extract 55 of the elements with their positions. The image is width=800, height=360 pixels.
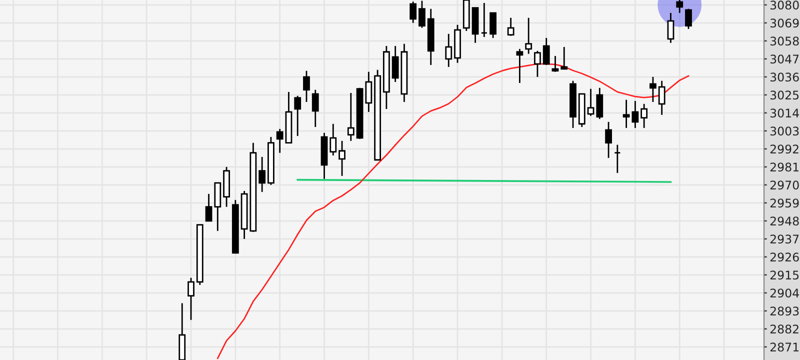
y-tick-label: 2893 [770,306,799,316]
y-tick-label: 3047 [770,54,799,64]
candlestick [676,0,684,14]
y-tick-label: 2915 [770,270,799,280]
candlestick [303,70,310,103]
y-tick-label: 2904 [770,288,799,298]
candlestick [560,46,568,70]
y-tick-label: 2959 [770,198,799,208]
y-tick-label: 2882 [770,324,798,334]
candlestick [685,8,692,30]
y-tick-label: 2871 [770,342,799,352]
candlestick [347,92,354,142]
y-tick-label: 3058 [770,36,799,46]
candlestick [258,156,266,193]
y-tick-label: 3003 [770,126,799,136]
candlestick [658,80,666,116]
candlestick [534,50,541,78]
candlestick [330,123,337,156]
y-tick-label: 2992 [770,144,798,154]
candlestick [650,76,656,103]
candlestick [410,0,417,24]
y-tick-label: 2937 [770,234,799,244]
candlestick [214,182,222,232]
y-tick-label: 3069 [770,18,799,28]
y-tick-label: 3080 [770,0,799,10]
y-tick-label: 3025 [770,90,799,100]
candlestick [596,87,604,120]
candlestick [605,121,612,159]
y-tick-label: 2981 [770,162,799,172]
candlestick [188,277,194,321]
y-tick-label: 3014 [770,108,799,118]
candlestick [312,89,319,128]
candlestick [418,0,426,29]
candlestick [294,95,302,137]
y-tick-label: 2948 [770,216,799,226]
candlestick [276,128,284,154]
candlestick [365,71,372,113]
y-tick-label: 2970 [770,180,799,190]
candlestick [338,140,346,177]
candlestick [490,12,496,39]
candlestick [516,48,524,84]
candlestick [205,193,212,222]
candlestick [640,103,648,129]
y-tick-label: 2926 [770,252,799,262]
candlestick [667,12,674,44]
candlestick [392,45,399,83]
candlestick [552,55,559,73]
candlestick [445,33,452,68]
candlestick [507,17,514,37]
y-tick-label: 3036 [770,72,799,82]
candlestick [587,88,594,117]
candlestick [525,17,532,55]
candlestick [542,37,550,66]
candlestick [614,144,621,174]
candlestick [480,2,488,38]
